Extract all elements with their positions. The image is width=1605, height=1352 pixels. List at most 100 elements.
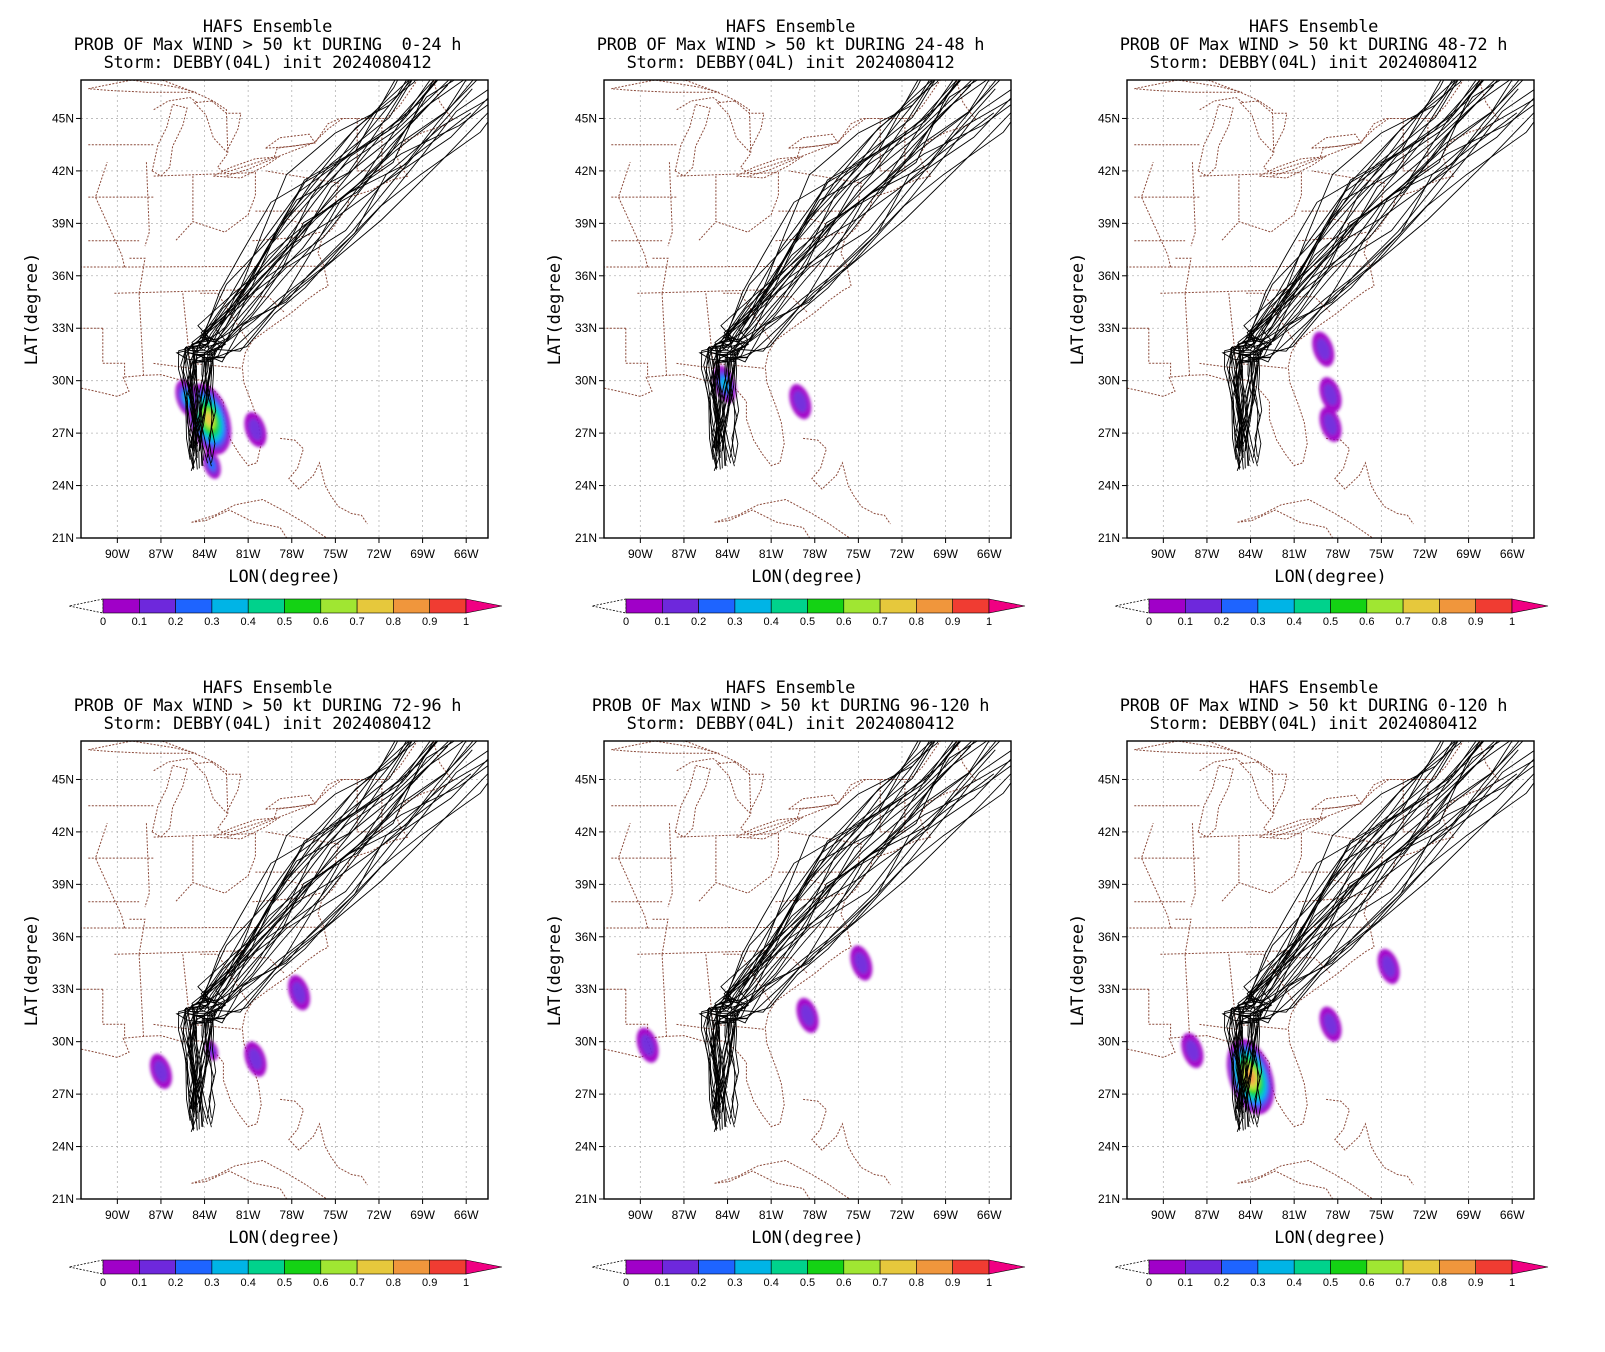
lon-tick-label: 66W [454,1208,479,1222]
coastline-bahamas [1326,1098,1414,1186]
lat-tick-label: 27N [1098,1087,1120,1101]
colorbar-tick-label: 0.6 [836,1277,851,1289]
colorbar-segment [879,598,917,614]
ensemble-tracks [1221,80,1534,472]
panel-title-line1: HAFS Ensemble [725,17,856,37]
state-boundary [152,293,193,369]
ensemble-track [716,80,997,455]
panel-title-line1: HAFS Ensemble [202,678,333,698]
lat-tick-label: 42N [575,164,597,178]
colorbar-tick-label: 0.6 [1359,616,1374,628]
panel-0-120h: HAFS Ensemble PROB OF Max WIND > 50 kt D… [1046,661,1581,1337]
great-lake [1239,761,1288,814]
colorbar-segment [1366,598,1404,614]
panel-title-line2: PROB OF Max WIND > 50 kt DURING 72-96 h [73,696,462,716]
great-lake [1197,764,1234,838]
ensemble-track [721,741,962,1122]
ensemble-track [197,80,413,444]
lat-tick-label: 30N [52,1035,74,1049]
colorbar-tick-label: 0.6 [1359,1277,1374,1289]
lon-tick-label: 90W [628,547,653,561]
ensemble-track [187,741,438,1110]
ensemble-track [709,741,1001,1118]
lat-tick-label: 27N [52,426,74,440]
colorbar-over-triangle [1511,598,1549,614]
ensemble-track [710,741,990,1109]
panel-72-96h: HAFS Ensemble PROB OF Max WIND > 50 kt D… [0,661,535,1337]
lat-tick-label: 27N [52,1087,74,1101]
lat-tick-label: 39N [52,216,74,230]
state-boundary [1272,779,1389,838]
prob-contour [640,1034,655,1056]
colorbar-over-triangle [465,1259,503,1275]
coastline-cuba [1237,498,1374,538]
lat-tick-label: 42N [52,164,74,178]
ensemble-track [1230,741,1445,1108]
ensemble-track [722,121,1011,452]
colorbar-segment [1402,598,1440,614]
lon-tick-label: 69W [1456,1208,1481,1222]
panel-title-line2: PROB OF Max WIND > 50 kt DURING 0-120 h [1119,696,1508,716]
state-boundary [94,823,126,929]
lon-tick-label: 66W [977,1208,1002,1222]
state-boundary [647,926,847,929]
prob-contour [204,412,214,426]
prob-contour [1185,1039,1200,1062]
prob-contour [207,1044,216,1057]
colorbar-tick-label: 0.1 [1178,616,1193,628]
colorbar-segment [662,1259,699,1275]
colorbar-tick-label: 0 [623,616,629,628]
ensemble-track [720,741,979,1128]
colorbar-segment [320,598,358,614]
ensemble-track [187,750,488,1109]
ensemble-track [1239,741,1520,1116]
colorbar-tick-label: 1 [463,616,469,628]
ensemble-track [709,80,1001,457]
colorbar-tick-label: 1 [1509,616,1515,628]
ensemble-track [712,758,1011,1130]
great-lake [265,794,316,810]
prob-contour [248,418,263,441]
state-boundary [1246,292,1297,345]
gridlines [1127,741,1534,1199]
colorbar-tick-label: 0.7 [872,1277,887,1289]
coastline [604,118,977,467]
colorbar-segment [429,1259,467,1275]
state-boundary [1184,954,1190,1037]
lon-tick-label: 84W [1238,1208,1263,1222]
prob-contour [800,1004,815,1027]
colorbar-tick-label: 0 [623,1277,629,1289]
lon-tick-label: 84W [192,1208,217,1222]
prob-contour [1381,955,1396,978]
gridlines [1127,80,1534,538]
coastline-bahamas [1326,437,1414,525]
colorbar-segment [952,598,990,614]
plot-frame [1126,79,1535,539]
colorbar-tick-label: 0.4 [241,1277,256,1289]
great-lake [1311,794,1362,810]
state-boundary [138,954,144,1037]
lon-tick-label: 90W [1151,547,1176,561]
lon-tick-label: 87W [1195,547,1220,561]
state-boundary [1199,833,1302,903]
colorbar-tick-label: 0.4 [764,1277,779,1289]
state-boundary [1148,328,1172,378]
colorbar-segment [843,1259,881,1275]
lon-tick-label: 78W [802,547,827,561]
coastline [604,779,977,1128]
lon-tick-label: 72W [367,547,392,561]
colorbar-tick-label: 0.1 [655,1277,670,1289]
colorbar-tick-label: 0.4 [1287,616,1302,628]
lon-tick-label: 78W [279,1208,304,1222]
lat-tick-label: 45N [575,772,597,786]
lon-tick-label: 75W [846,547,871,561]
state-boundary [1272,118,1389,177]
great-lake [88,80,196,93]
probability-map: 45N 42N 39N 36N 33N 30N 27N 24N 21N 90W 87W 84W 81W 7… [1068,740,1549,1289]
lat-tick-label: 30N [575,1035,597,1049]
ensemble-track [1248,741,1483,1118]
y-axis-title: LAT(degree) [1068,914,1088,1027]
colorbar-tick-label: 0.5 [800,616,815,628]
lon-tick-label: 75W [323,1208,348,1222]
panel-24-48h: HAFS Ensemble PROB OF Max WIND > 50 kt D… [523,0,1058,676]
